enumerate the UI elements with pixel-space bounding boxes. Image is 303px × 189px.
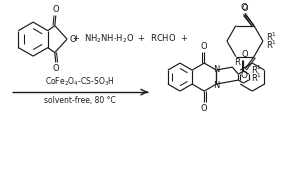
Text: N: N xyxy=(213,65,219,74)
Text: CoFe$_2$O$_4$-CS-SO$_3$H: CoFe$_2$O$_4$-CS-SO$_3$H xyxy=(45,76,115,88)
Text: R$^1$: R$^1$ xyxy=(251,72,262,84)
Text: O: O xyxy=(241,50,248,59)
Text: R$^1$: R$^1$ xyxy=(251,64,262,76)
Text: O: O xyxy=(201,42,208,51)
Text: R$^1$: R$^1$ xyxy=(266,39,277,51)
Text: O: O xyxy=(52,5,59,14)
Text: $+$  NH$_2$NH$\cdot$H$_2$O  $+$  RCHO  $+$: $+$ NH$_2$NH$\cdot$H$_2$O $+$ RCHO $+$ xyxy=(72,33,188,45)
Text: O: O xyxy=(201,104,208,113)
Text: O: O xyxy=(240,3,248,12)
Text: R: R xyxy=(234,58,240,67)
Text: O: O xyxy=(241,4,248,13)
Text: N: N xyxy=(213,81,219,90)
Text: solvent-free, 80 °C: solvent-free, 80 °C xyxy=(44,96,116,105)
Text: O: O xyxy=(52,64,59,73)
Text: O: O xyxy=(240,70,248,80)
Text: R$^1$: R$^1$ xyxy=(266,31,277,43)
Text: O: O xyxy=(69,35,76,44)
